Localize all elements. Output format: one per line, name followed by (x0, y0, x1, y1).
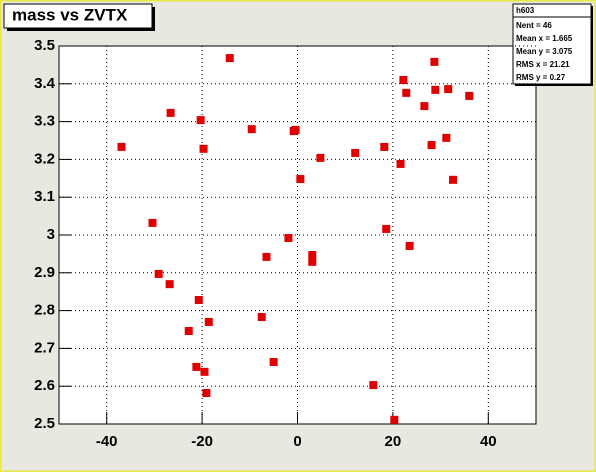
point (351, 148, 360, 157)
y-tick-label: 3.3 (34, 113, 55, 130)
point (247, 125, 256, 134)
y-tick-label: 3 (47, 226, 55, 243)
point (405, 241, 414, 250)
point (148, 218, 157, 227)
point (308, 257, 317, 266)
y-tick-label: 2.7 (34, 339, 55, 356)
point (444, 85, 453, 94)
point (199, 144, 208, 153)
y-tick-label: 3.4 (34, 75, 56, 92)
point (396, 159, 405, 168)
x-tick-label: -40 (96, 433, 118, 450)
point (165, 280, 174, 289)
point (420, 102, 429, 111)
y-tick-label: 2.5 (34, 415, 55, 432)
x-tick-label: 0 (293, 433, 301, 450)
point (449, 175, 458, 184)
point (399, 76, 408, 85)
point (284, 234, 293, 243)
x-tick-label: 20 (385, 433, 402, 450)
point (308, 251, 317, 260)
x-tick-label: -20 (191, 433, 213, 450)
point (291, 125, 300, 134)
point (194, 296, 203, 305)
point (200, 367, 209, 376)
stats-line: RMS y = 0.27 (516, 73, 566, 82)
y-tick-label: 2.6 (34, 377, 55, 394)
point (296, 175, 305, 184)
stats-line: Nent = 46 (516, 21, 552, 30)
y-tick-label: 3.1 (34, 188, 55, 205)
point (196, 116, 205, 125)
title-box (3, 3, 153, 29)
point (369, 381, 378, 390)
stats-name: h603 (516, 6, 535, 15)
point (204, 317, 213, 326)
point (269, 358, 278, 367)
plot-area (58, 45, 537, 425)
point (225, 54, 234, 63)
point (154, 269, 163, 278)
y-tick-label: 3.2 (34, 150, 55, 167)
point (465, 91, 474, 100)
y-tick-label: 2.8 (34, 302, 55, 319)
point (430, 57, 439, 66)
point (202, 389, 211, 398)
y-tick-label: 2.9 (34, 264, 55, 281)
point (380, 142, 389, 151)
stats-line: RMS x = 21.21 (516, 60, 570, 69)
stats-line: Mean x = 1.665 (516, 34, 573, 43)
point (431, 85, 440, 94)
point (390, 415, 399, 424)
point (184, 327, 193, 336)
point (382, 224, 391, 233)
stats-box (512, 3, 592, 85)
point (117, 142, 126, 151)
point (192, 362, 201, 371)
chart-title: mass vs ZVTX (12, 5, 128, 24)
point (257, 313, 266, 322)
point (316, 153, 325, 162)
point (262, 252, 271, 261)
point (402, 88, 411, 97)
point (166, 108, 175, 117)
point (427, 141, 436, 150)
x-tick-label: 40 (480, 433, 497, 450)
stats-line: Mean y = 3.075 (516, 47, 573, 56)
point (442, 133, 451, 142)
y-tick-label: 3.5 (34, 37, 55, 54)
